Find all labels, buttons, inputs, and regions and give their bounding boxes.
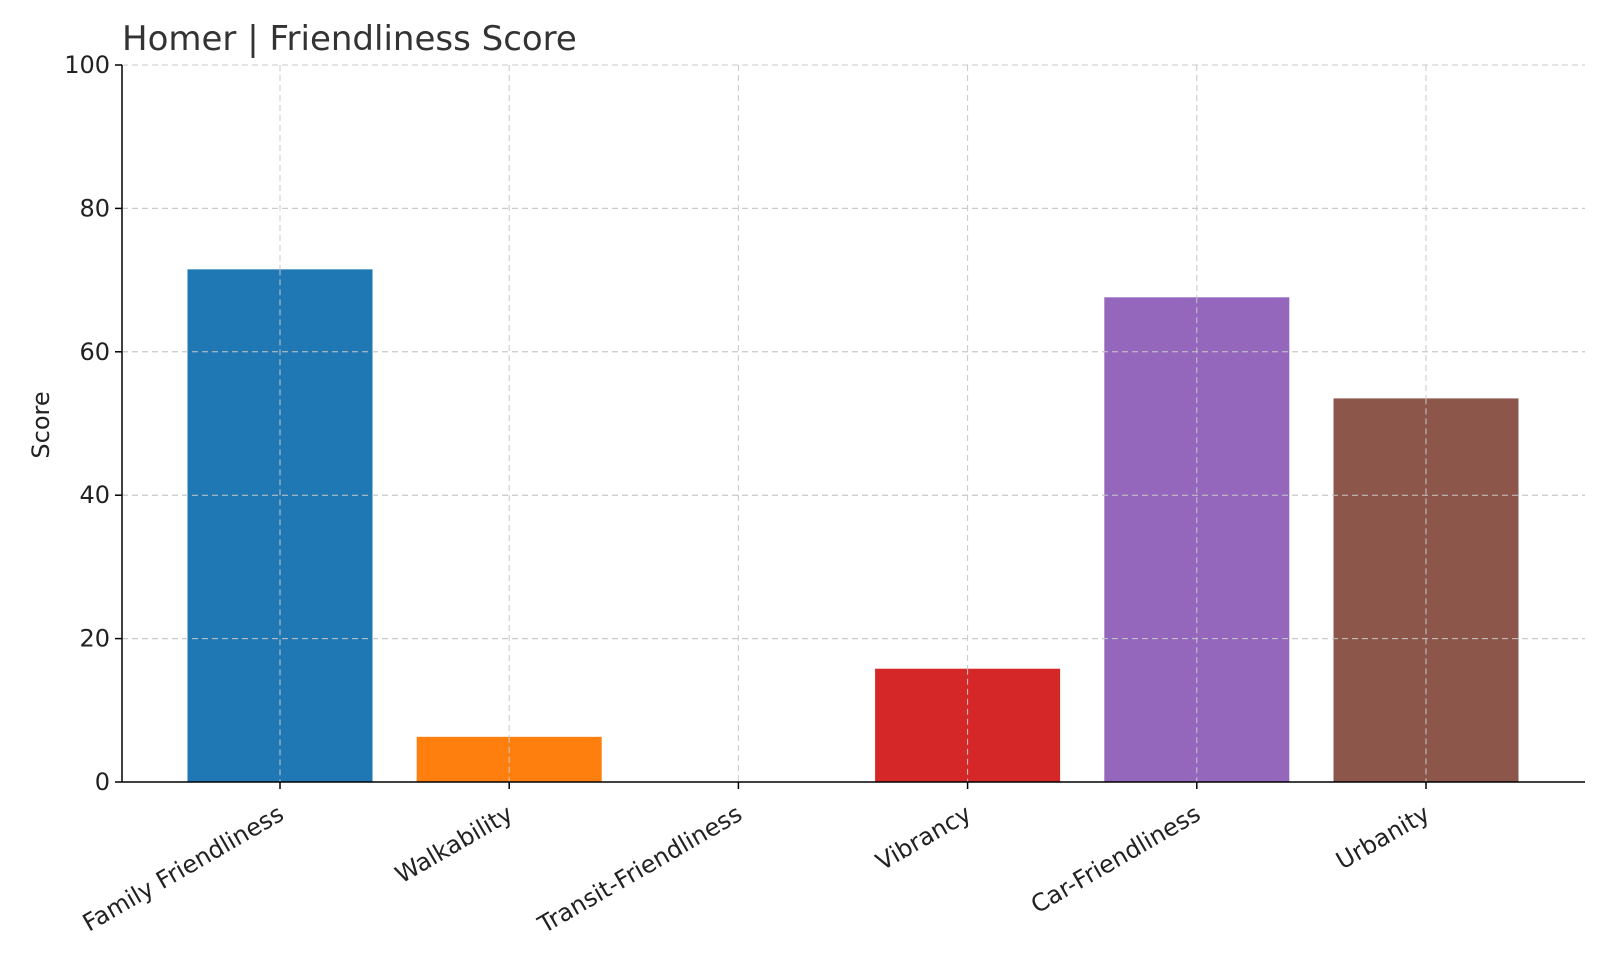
y-tick-label: 80 bbox=[79, 194, 110, 222]
x-tick-label: Vibrancy bbox=[871, 799, 976, 876]
x-axis-ticks: Family Friendliness Walkability Transit-Fr… bbox=[78, 782, 1434, 939]
y-tick-label: 100 bbox=[64, 51, 110, 79]
axes bbox=[121, 65, 1585, 783]
bars bbox=[122, 64, 1585, 783]
x-tick-label: Family Friendliness bbox=[78, 799, 289, 937]
bar-vibrancy bbox=[875, 668, 1061, 782]
x-tick-label: Transit-Friendliness bbox=[532, 799, 746, 939]
y-tick-label: 60 bbox=[79, 338, 110, 366]
y-tick-label: 40 bbox=[79, 481, 110, 509]
y-tick-label: 0 bbox=[95, 768, 110, 796]
x-tick-label: Urbanity bbox=[1331, 799, 1434, 875]
x-tick-label: Walkability bbox=[390, 799, 517, 889]
x-tick-label: Car-Friendliness bbox=[1026, 799, 1205, 919]
y-axis-label: Score bbox=[27, 391, 55, 458]
chart-title: Homer | Friendliness Score bbox=[122, 19, 577, 59]
y-tick-label: 20 bbox=[79, 625, 110, 653]
y-axis-ticks: 0 20 40 60 80 100 bbox=[64, 51, 122, 796]
